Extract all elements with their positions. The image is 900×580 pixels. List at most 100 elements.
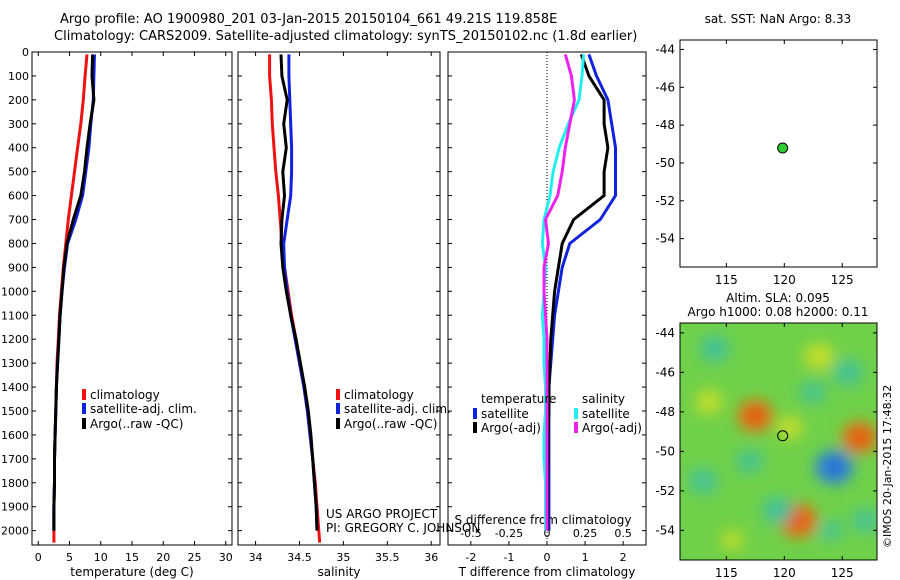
x-tick-label-temperature: 0 <box>35 551 42 564</box>
legend-swatch-salinity <box>336 403 340 414</box>
x-tick-label-s-difference: 0.25 <box>573 527 598 540</box>
x-tick-label-temperature: 25 <box>188 551 202 564</box>
y-tick-label: 800 <box>8 237 29 250</box>
sla-blob <box>688 468 718 494</box>
legend-label-difference: satellite <box>582 407 630 421</box>
map-y-tick-label-sst_map: -52 <box>655 194 675 208</box>
map-title-sst: sat. SST: NaN Argo: 8.33 <box>705 12 852 26</box>
sla-blob <box>694 389 723 415</box>
legend-title-temperature-diff: temperature <box>481 392 556 406</box>
y-tick-label: 900 <box>8 261 29 274</box>
legend-label-salinity: climatology <box>344 388 414 402</box>
x-axis-label-s-difference: S difference from climatology <box>455 513 632 527</box>
sla-blob <box>833 358 864 386</box>
series-line-temperature <box>52 54 89 543</box>
series-line-salinity <box>279 54 319 531</box>
legend-swatch-salinity <box>336 389 340 400</box>
sla-blob-core <box>853 432 866 443</box>
sla-blob <box>851 508 877 533</box>
x-tick-label-salinity: 35 <box>336 551 350 564</box>
legend-label-temperature: climatology <box>90 388 160 402</box>
y-tick-label: 500 <box>8 166 29 179</box>
x-tick-label-s-difference: -0.5 <box>460 527 481 540</box>
x-tick-label-temperature: 20 <box>156 551 170 564</box>
sla-blob-group <box>688 335 877 551</box>
legend-label-salinity: satellite-adj. clim. <box>344 402 451 416</box>
sla-blob-core <box>828 462 841 473</box>
sla-heatmap-field <box>680 323 877 560</box>
sla-blob-core <box>749 410 762 421</box>
figure-title-line1: Argo profile: AO 1900980_201 03-Jan-2015… <box>60 12 558 27</box>
argo-float-marker-sla_map <box>777 430 789 442</box>
sla-blob <box>804 343 835 370</box>
x-tick-label-difference: -2 <box>465 551 476 564</box>
legend-label-temperature: Argo(..raw -QC) <box>90 417 183 431</box>
argo-float-marker-sst_map <box>777 142 789 154</box>
map-x-tick-label-sla_map: 125 <box>831 566 854 580</box>
x-tick-label-difference: -1 <box>503 551 514 564</box>
legend-swatch-difference <box>574 408 578 419</box>
y-tick-label: 1200 <box>1 333 29 346</box>
map-y-tick-label-sla_map: -52 <box>655 484 675 498</box>
x-tick-label-salinity: 35.5 <box>375 551 400 564</box>
x-tick-label-difference: 0 <box>544 551 551 564</box>
map-y-tick-label-sst_map: -46 <box>655 80 675 94</box>
x-tick-label-difference: 2 <box>620 551 627 564</box>
map-y-tick-label-sst_map: -54 <box>655 232 675 246</box>
x-tick-label-salinity: 36 <box>424 551 438 564</box>
map-x-tick-label-sla_map: 120 <box>773 566 796 580</box>
map-y-tick-label-sst_map: -44 <box>655 42 675 56</box>
y-tick-label: 1500 <box>1 405 29 418</box>
legend-label-salinity: Argo(..raw -QC) <box>344 417 437 431</box>
map-y-tick-label-sla_map: -50 <box>655 444 675 458</box>
x-tick-label-salinity: 34.5 <box>287 551 312 564</box>
y-tick-label: 1400 <box>1 381 29 394</box>
legend-swatch-temperature <box>82 389 86 400</box>
map-x-tick-label-sst_map: 125 <box>831 273 854 287</box>
legend-swatch-temperature <box>82 403 86 414</box>
sla-blob <box>699 335 730 363</box>
legend-label-temperature: satellite-adj. clim. <box>90 402 197 416</box>
x-tick-label-s-difference: 0.5 <box>614 527 632 540</box>
y-tick-label: 1900 <box>1 501 29 514</box>
y-tick-label: 1700 <box>1 453 29 466</box>
x-tick-label-temperature: 30 <box>219 551 233 564</box>
map-title-sla-line1: Altim. SLA: 0.095 <box>726 291 830 305</box>
sla-blob <box>776 415 804 440</box>
credit-project: US ARGO PROJECT <box>326 507 438 521</box>
y-tick-label: 2000 <box>1 525 29 538</box>
y-tick-label: 200 <box>8 94 29 107</box>
map-y-tick-label-sla_map: -48 <box>655 405 675 419</box>
x-axis-label-temperature: temperature (deg C) <box>70 565 193 579</box>
sla-blob <box>736 449 764 474</box>
legend-swatch-difference <box>574 422 578 433</box>
legend-label-difference: Argo(-adj) <box>481 421 541 435</box>
x-tick-label-salinity: 34 <box>249 551 263 564</box>
map-y-tick-label-sst_map: -48 <box>655 118 675 132</box>
legend-swatch-difference <box>473 408 477 419</box>
figure-title-line2: Climatology: CARS2009. Satellite-adjuste… <box>54 29 638 44</box>
map-frame-sla_map <box>679 322 878 561</box>
map-y-tick-label-sla_map: -44 <box>655 326 675 340</box>
legend-swatch-temperature <box>82 418 86 429</box>
series-line-temperature <box>52 54 96 531</box>
legend-label-difference: satellite <box>481 407 529 421</box>
map-x-tick-label-sst_map: 115 <box>715 273 738 287</box>
series-line-difference <box>542 53 576 531</box>
map-x-tick-label-sla_map: 115 <box>715 566 738 580</box>
y-tick-label: 1100 <box>1 309 29 322</box>
legend-swatch-salinity <box>336 418 340 429</box>
legend-title-salinity-diff: salinity <box>582 392 625 406</box>
map-x-tick-label-sst_map: 120 <box>773 273 796 287</box>
x-tick-label-difference: 1 <box>582 551 589 564</box>
x-axis-label-difference: T difference from climatology <box>458 565 636 579</box>
x-tick-label-temperature: 5 <box>66 551 73 564</box>
y-tick-label: 700 <box>8 214 29 227</box>
sla-blob <box>800 380 827 404</box>
y-tick-label: 300 <box>8 118 29 131</box>
y-tick-label: 0 <box>22 46 29 59</box>
credit-pi: PI: GREGORY C. JOHNSON <box>326 521 480 535</box>
y-tick-label: 1600 <box>1 429 29 442</box>
y-tick-label: 1800 <box>1 477 29 490</box>
